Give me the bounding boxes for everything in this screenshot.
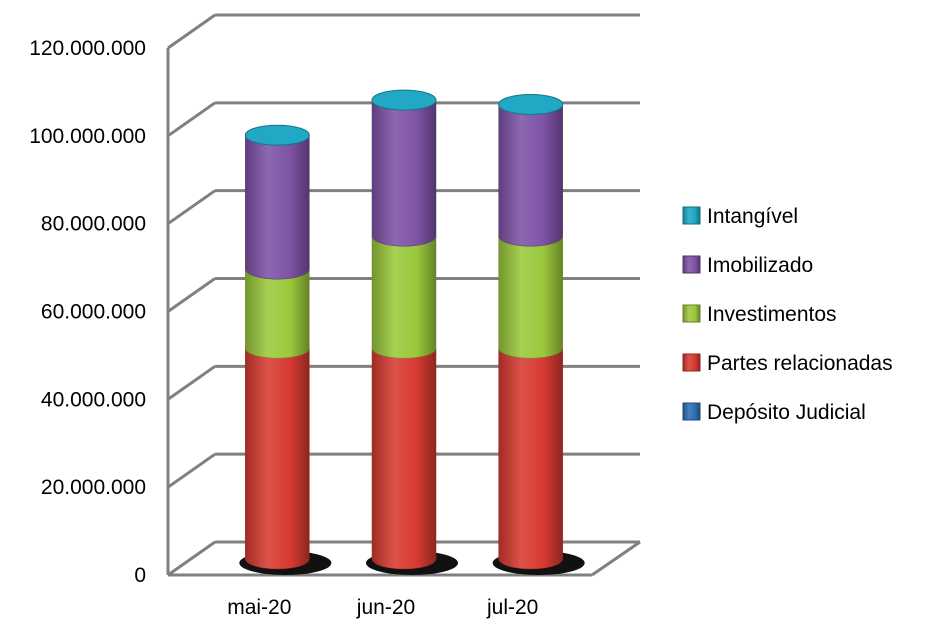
y-tick-labels: 0 20.000.000 40.000.000 60.000.000 80.000.00… bbox=[29, 37, 146, 587]
gridline-side bbox=[167, 189, 216, 225]
bar-segment bbox=[371, 348, 437, 570]
x-tick-label: mai-20 bbox=[227, 596, 291, 619]
gridline-side bbox=[167, 452, 216, 489]
bars bbox=[239, 89, 585, 575]
y-tick-label: 100.000.000 bbox=[29, 125, 146, 148]
gridline-side bbox=[167, 101, 216, 138]
y-tick-label: 0 bbox=[134, 564, 146, 587]
y-tick-label: 60.000.000 bbox=[41, 301, 146, 324]
legend-swatch bbox=[682, 353, 701, 372]
gridline-side bbox=[167, 13, 216, 50]
bar-top-cap bbox=[371, 89, 437, 111]
legend-label: Depósito Judicial bbox=[707, 401, 866, 424]
bar-top-cap bbox=[244, 124, 310, 146]
bar-segment bbox=[371, 100, 437, 247]
bar-segment bbox=[498, 348, 563, 570]
bar-segment bbox=[245, 348, 310, 570]
x-tick-label: jul-20 bbox=[486, 596, 538, 619]
gridline-side bbox=[167, 277, 216, 313]
x-tick-labels: mai-20 jun-20 jul-20 bbox=[227, 596, 538, 619]
y-tick-label: 40.000.000 bbox=[41, 388, 146, 411]
gridline-side bbox=[167, 365, 216, 401]
y-tick-label: 20.000.000 bbox=[41, 476, 146, 499]
legend-label: Imobilizado bbox=[707, 254, 813, 277]
legend-swatch bbox=[682, 206, 701, 225]
legend-label: Intangível bbox=[707, 205, 798, 228]
legend-item: Intangível bbox=[682, 205, 798, 228]
legend-item: Investimentos bbox=[682, 303, 837, 326]
legend: Intangível Imobilizado Investimentos Partes… bbox=[682, 205, 893, 424]
legend-swatch bbox=[682, 402, 701, 421]
legend-swatch bbox=[682, 304, 701, 323]
bar-top-cap bbox=[498, 93, 564, 115]
legend-swatch bbox=[682, 255, 701, 274]
legend-label: Investimentos bbox=[707, 303, 837, 326]
floor-right-edge bbox=[591, 540, 641, 577]
legend-item: Partes relacionadas bbox=[682, 352, 893, 375]
y-tick-label: 80.000.000 bbox=[41, 213, 146, 236]
legend-item: Depósito Judicial bbox=[682, 401, 866, 424]
legend-label: Partes relacionadas bbox=[707, 352, 893, 375]
bar-segment bbox=[245, 269, 310, 359]
gridline-side bbox=[167, 540, 216, 577]
axes bbox=[166, 48, 641, 577]
legend-item: Imobilizado bbox=[682, 254, 813, 277]
y-tick-label: 120.000.000 bbox=[29, 37, 146, 60]
bar-segment bbox=[498, 104, 563, 247]
bar-segment bbox=[371, 236, 437, 359]
bar-segment bbox=[498, 236, 563, 359]
bar-segment bbox=[245, 135, 310, 280]
x-tick-label: jun-20 bbox=[356, 596, 415, 619]
